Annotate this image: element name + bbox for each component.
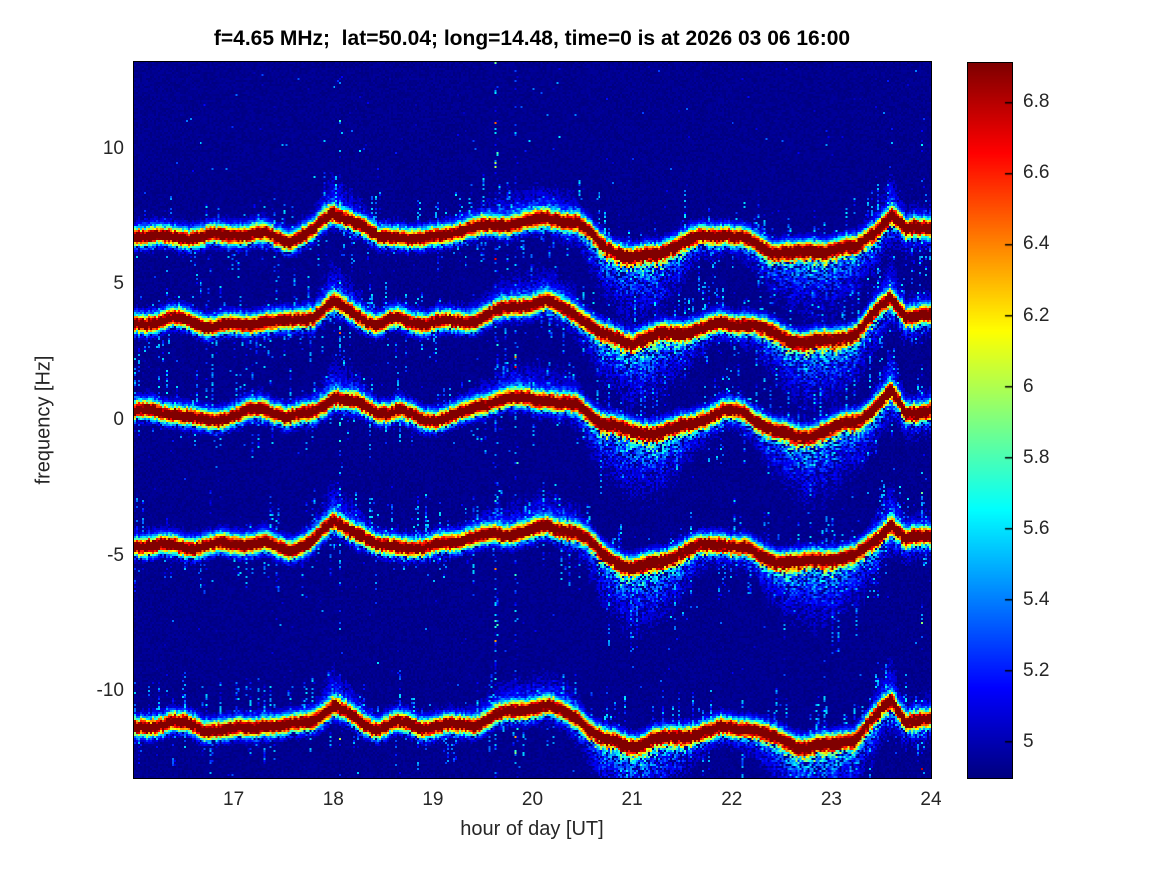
colorbar-tick-label: 5.4 bbox=[1023, 589, 1050, 611]
x-axis-label: hour of day [UT] bbox=[460, 818, 604, 840]
colorbar-canvas bbox=[968, 63, 1012, 778]
x-tick-label: 19 bbox=[422, 789, 444, 810]
spectrogram-canvas bbox=[134, 62, 931, 778]
colorbar-tick-label: 6.2 bbox=[1023, 304, 1050, 326]
colorbar-tick-label: 5.6 bbox=[1023, 518, 1050, 539]
x-tick-label: 24 bbox=[920, 789, 942, 810]
y-tick-label: 5 bbox=[113, 273, 124, 295]
x-tick-label: 22 bbox=[721, 789, 743, 810]
x-tick-label: 18 bbox=[322, 789, 344, 810]
y-tick-label: 0 bbox=[113, 409, 124, 431]
y-tick-label: -5 bbox=[107, 544, 124, 566]
colorbar-tick-label: 5.8 bbox=[1023, 446, 1050, 468]
plot-area bbox=[133, 61, 932, 779]
colorbar-tick-label: 6.6 bbox=[1023, 162, 1050, 184]
plot-title: f=4.65 MHz; lat=50.04; long=14.48, time=… bbox=[213, 27, 851, 50]
y-axis-label: frequency [Hz] bbox=[32, 355, 55, 485]
y-tick-label: 10 bbox=[102, 137, 124, 159]
x-tick-label: 21 bbox=[621, 789, 643, 810]
x-tick-label: 17 bbox=[223, 789, 245, 810]
colorbar bbox=[967, 62, 1013, 779]
colorbar-tick-label: 6.8 bbox=[1023, 91, 1050, 113]
x-tick-label: 20 bbox=[521, 789, 544, 810]
colorbar-tick-label: 6.4 bbox=[1023, 233, 1050, 255]
x-tick-label: 23 bbox=[820, 789, 842, 810]
colorbar-tick-label: 6 bbox=[1023, 375, 1034, 397]
y-tick-label: -10 bbox=[96, 680, 124, 702]
colorbar-tick-label: 5 bbox=[1023, 731, 1034, 753]
colorbar-tick-label: 5.2 bbox=[1023, 660, 1050, 682]
